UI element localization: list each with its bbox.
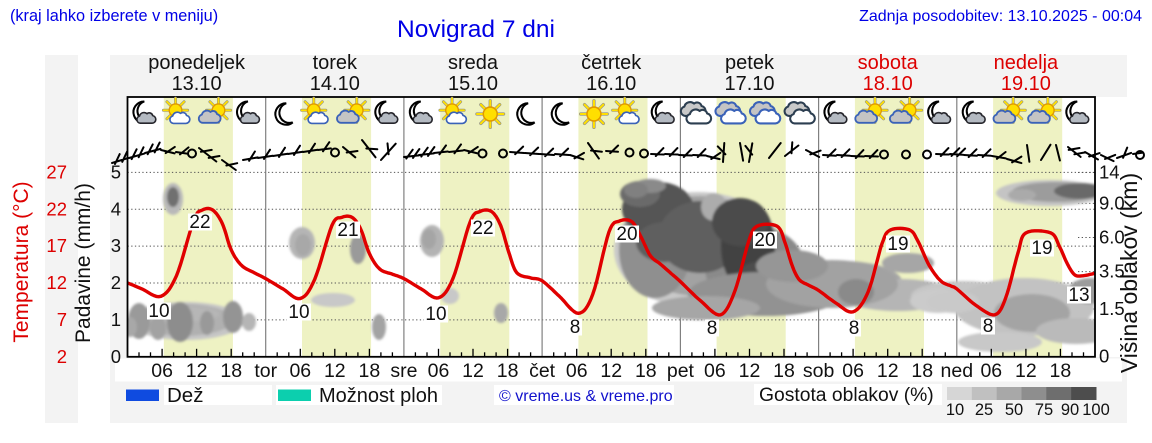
svg-text:16.10: 16.10 [586,73,636,95]
svg-text:Padavine (mm/h): Padavine (mm/h) [72,183,95,343]
svg-text:06: 06 [842,360,864,382]
svg-text:8: 8 [983,316,994,337]
svg-text:petek: petek [725,52,775,74]
svg-text:18: 18 [497,360,519,382]
svg-text:17.10: 17.10 [724,73,774,95]
svg-text:Novigrad 7 dni: Novigrad 7 dni [397,16,555,43]
svg-text:06: 06 [151,360,173,382]
svg-text:7: 7 [57,309,67,330]
svg-text:nedelja: nedelja [994,52,1059,74]
svg-text:90: 90 [1061,401,1079,419]
svg-text:22: 22 [46,198,67,219]
svg-text:Dež: Dež [167,384,203,407]
svg-text:ponedeljek: ponedeljek [148,52,246,74]
svg-text:18: 18 [359,360,381,382]
svg-text:18: 18 [220,360,242,382]
svg-text:27: 27 [46,161,67,182]
svg-text:06: 06 [289,360,311,382]
svg-text:Višina oblakov (km): Višina oblakov (km) [1116,173,1142,373]
svg-text:18.10: 18.10 [863,73,913,95]
svg-text:4: 4 [111,198,121,219]
svg-text:18: 18 [773,360,795,382]
svg-text:9.0: 9.0 [1099,192,1125,213]
svg-text:© vreme.us & vreme.pro: © vreme.us & vreme.pro [499,388,673,405]
svg-text:18: 18 [635,360,657,382]
svg-text:19: 19 [1031,238,1052,259]
svg-text:Temperatura (°C): Temperatura (°C) [10,181,33,342]
svg-text:(kraj lahko izberete v meniju): (kraj lahko izberete v meniju) [10,7,218,25]
svg-text:22: 22 [189,212,210,233]
svg-text:četrtek: četrtek [581,52,642,74]
svg-text:tor: tor [254,360,277,382]
svg-text:12: 12 [739,360,761,382]
svg-text:0: 0 [1099,346,1109,367]
svg-text:Zadnja posodobitev: 13.10.2025: Zadnja posodobitev: 13.10.2025 - 00:04 [859,8,1142,25]
svg-text:čet: čet [529,360,556,382]
svg-text:sreda: sreda [448,52,499,74]
svg-text:sob: sob [803,360,835,382]
svg-text:13: 13 [1068,285,1089,306]
svg-text:19: 19 [887,234,908,255]
svg-text:25: 25 [975,401,993,419]
svg-text:15.10: 15.10 [448,73,498,95]
svg-text:1.5: 1.5 [1099,298,1125,319]
svg-text:Gostota oblakov (%): Gostota oblakov (%) [759,385,934,406]
svg-text:6.0: 6.0 [1099,227,1125,248]
svg-text:10: 10 [288,302,309,323]
svg-text:ned: ned [941,360,974,382]
svg-text:75: 75 [1035,401,1053,419]
svg-text:torek: torek [313,52,358,74]
svg-text:14: 14 [1099,162,1120,183]
svg-text:pet: pet [667,360,695,382]
svg-text:14.10: 14.10 [310,73,360,95]
svg-text:21: 21 [337,220,358,241]
svg-text:8: 8 [849,318,860,339]
svg-text:Možnost ploh: Možnost ploh [319,385,438,407]
svg-text:12: 12 [46,272,67,293]
svg-text:sre: sre [390,360,417,382]
svg-text:20: 20 [754,230,775,251]
svg-text:0: 0 [111,346,121,367]
svg-text:12: 12 [324,360,346,382]
svg-text:12: 12 [462,360,484,382]
svg-text:5: 5 [111,161,121,182]
svg-text:12: 12 [1015,360,1037,382]
svg-text:20: 20 [616,224,637,245]
svg-text:19.10: 19.10 [1001,73,1051,95]
svg-text:12: 12 [600,360,622,382]
svg-text:12: 12 [877,360,899,382]
svg-text:2: 2 [57,346,67,367]
svg-text:10: 10 [425,304,446,325]
svg-text:100: 100 [1082,401,1110,419]
svg-text:sobota: sobota [858,52,919,74]
svg-text:10: 10 [148,301,169,322]
svg-text:06: 06 [566,360,588,382]
svg-text:8: 8 [707,318,718,339]
svg-text:13.10: 13.10 [172,73,222,95]
svg-text:3: 3 [111,235,121,256]
svg-text:8: 8 [570,317,581,338]
svg-text:06: 06 [428,360,450,382]
svg-text:3.5: 3.5 [1099,261,1125,282]
svg-text:06: 06 [980,360,1002,382]
svg-text:06: 06 [704,360,726,382]
svg-text:12: 12 [186,360,208,382]
svg-text:50: 50 [1005,401,1023,419]
svg-text:22: 22 [472,218,493,239]
svg-text:2: 2 [111,272,121,293]
svg-text:18: 18 [911,360,933,382]
svg-text:17: 17 [46,235,67,256]
svg-text:18: 18 [1050,360,1072,382]
svg-text:10: 10 [946,401,964,419]
svg-text:1: 1 [111,309,121,330]
